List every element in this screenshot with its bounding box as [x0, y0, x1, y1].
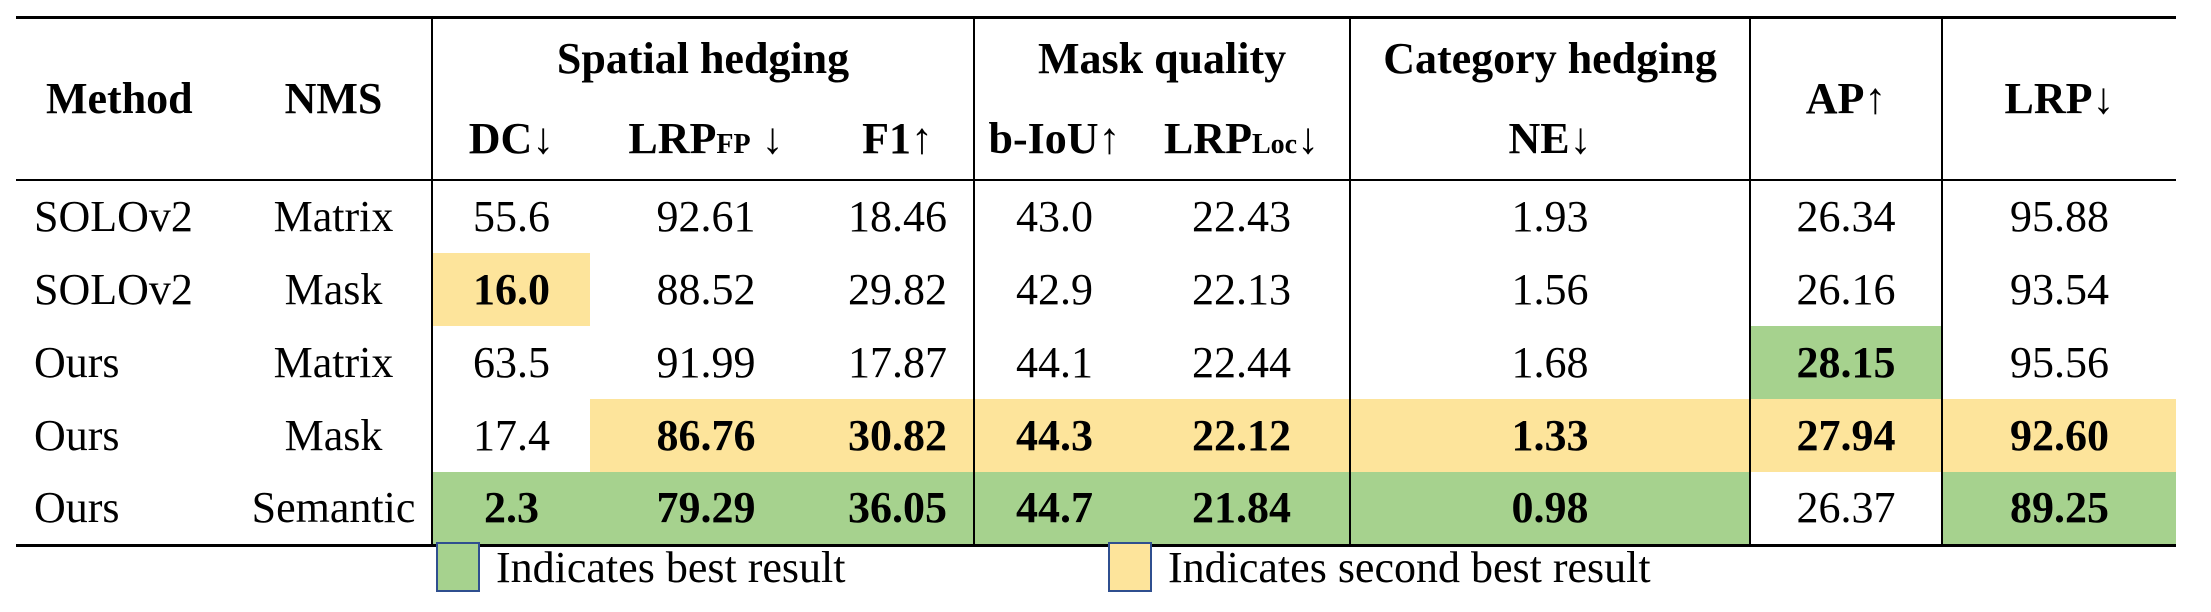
header-lrp-fp: LRPFP ↓	[590, 99, 822, 181]
cell-dc: 16.0	[431, 253, 590, 326]
cell-lrp-fp: 91.99	[656, 337, 756, 387]
cell-b-iou: 43.0	[973, 180, 1135, 253]
cell-f1: 18.46	[848, 192, 948, 241]
table-row: SOLOv2 Mask 16.0 88.52 29.82 42.9 22.13 …	[16, 253, 2177, 326]
cell-f1: 30.82	[822, 399, 975, 472]
cell-ne: 1.56	[1349, 253, 1751, 326]
cell-lrp-fp: 88.52	[656, 264, 756, 314]
cell-ne: 1.68	[1349, 326, 1751, 399]
cell-ap: 26.37	[1749, 472, 1943, 547]
cell-lrp: 95.56	[1941, 326, 2177, 399]
cell-nms: Semantic	[236, 472, 432, 547]
cell-method: Ours	[16, 472, 236, 547]
cell-dc: 17.4	[431, 399, 590, 472]
cell-lrp-loc: 22.44	[1192, 337, 1292, 387]
cell-lrp-loc: 21.84	[1134, 472, 1351, 547]
cell-ap: 27.94	[1749, 399, 1943, 472]
cell-dc: 55.6	[431, 180, 590, 253]
cell-method: Ours	[34, 410, 120, 460]
cell-method: SOLOv2	[34, 264, 193, 314]
legend-best-label: Indicates best result	[496, 542, 846, 592]
cell-b-iou: 44.1	[973, 326, 1135, 399]
legend-second-label: Indicates second best result	[1168, 542, 1651, 592]
cell-f1: 29.82	[848, 264, 948, 314]
header-ap: AP↑	[1749, 16, 1943, 181]
cell-f1: 36.05	[822, 472, 975, 547]
cell-b-iou: 44.3	[973, 399, 1135, 472]
legend-second-swatch	[1108, 542, 1152, 592]
cell-f1: 17.87	[848, 337, 948, 387]
cell-ne: 1.93	[1349, 180, 1751, 253]
cell-ap: 26.16	[1749, 253, 1943, 326]
header-metric-row: DC↓ LRPFP ↓ F1↑ b-IoU↑ LRPLoc↓ NE↓	[16, 99, 2176, 181]
cell-ap: 28.15	[1749, 326, 1943, 399]
header-method: Method	[16, 16, 236, 181]
table-row: Ours Semantic 2.3 79.29 36.05 44.7 21.84…	[16, 472, 2177, 547]
cell-b-iou: 44.7	[973, 472, 1135, 547]
header-mask-quality: Mask quality	[973, 16, 1351, 99]
cell-b-iou: 42.9	[973, 253, 1135, 326]
cell-ap: 26.34	[1749, 180, 1943, 253]
cell-dc: 63.5	[431, 326, 590, 399]
cell-lrp-loc: 22.13	[1192, 264, 1292, 314]
header-lrp: LRP↓	[1941, 16, 2177, 181]
cell-nms: Matrix	[273, 337, 394, 387]
header-spatial-hedging: Spatial hedging	[430, 16, 975, 99]
cell-nms: Mask	[284, 410, 383, 460]
cell-lrp-loc: 22.12	[1134, 399, 1351, 472]
legend-best-swatch	[436, 542, 480, 592]
cell-method: SOLOv2	[34, 192, 193, 241]
cell-lrp: 95.88	[1941, 180, 2177, 253]
header-dc: DC↓	[431, 99, 590, 181]
header-lrp-loc: LRPLoc↓	[1134, 99, 1351, 181]
cell-lrp: 93.54	[1941, 253, 2177, 326]
cell-dc: 2.3	[431, 472, 590, 547]
cell-lrp-fp: 92.61	[656, 192, 756, 241]
header-group-row: Method NMS Spatial hedging Mask quality …	[16, 16, 2177, 181]
results-table: Method NMS Spatial hedging Mask quality …	[16, 16, 2177, 547]
cell-lrp-fp: 86.76	[590, 399, 822, 472]
header-f1: F1↑	[822, 99, 975, 181]
cell-lrp-fp: 79.29	[590, 472, 822, 547]
legend-best: Indicates best result	[436, 540, 845, 594]
header-ne: NE↓	[1349, 99, 1751, 181]
cell-nms: Matrix	[273, 192, 394, 241]
cell-lrp: 92.60	[1941, 399, 2177, 472]
cell-ne: 0.98	[1349, 472, 1751, 547]
header-nms: NMS	[236, 16, 432, 181]
cell-method: Ours	[34, 337, 120, 387]
header-category-hedging: Category hedging	[1349, 16, 1751, 99]
cell-ne: 1.33	[1349, 399, 1751, 472]
table-row: SOLOv2 Matrix 55.6 92.61 18.46 43.0 22.4…	[16, 180, 2177, 253]
legend-second: Indicates second best result	[1108, 540, 1651, 594]
cell-lrp: 89.25	[1941, 472, 2177, 547]
table-row: Ours Matrix 63.5 91.99 17.87 44.1 22.44 …	[16, 326, 2177, 399]
cell-lrp-loc: 22.43	[1192, 192, 1292, 241]
cell-nms: Mask	[284, 264, 383, 314]
table-row: Ours Mask 17.4 86.76 30.82 44.3 22.12 1.…	[16, 399, 2177, 472]
header-b-iou: b-IoU↑	[973, 99, 1135, 181]
